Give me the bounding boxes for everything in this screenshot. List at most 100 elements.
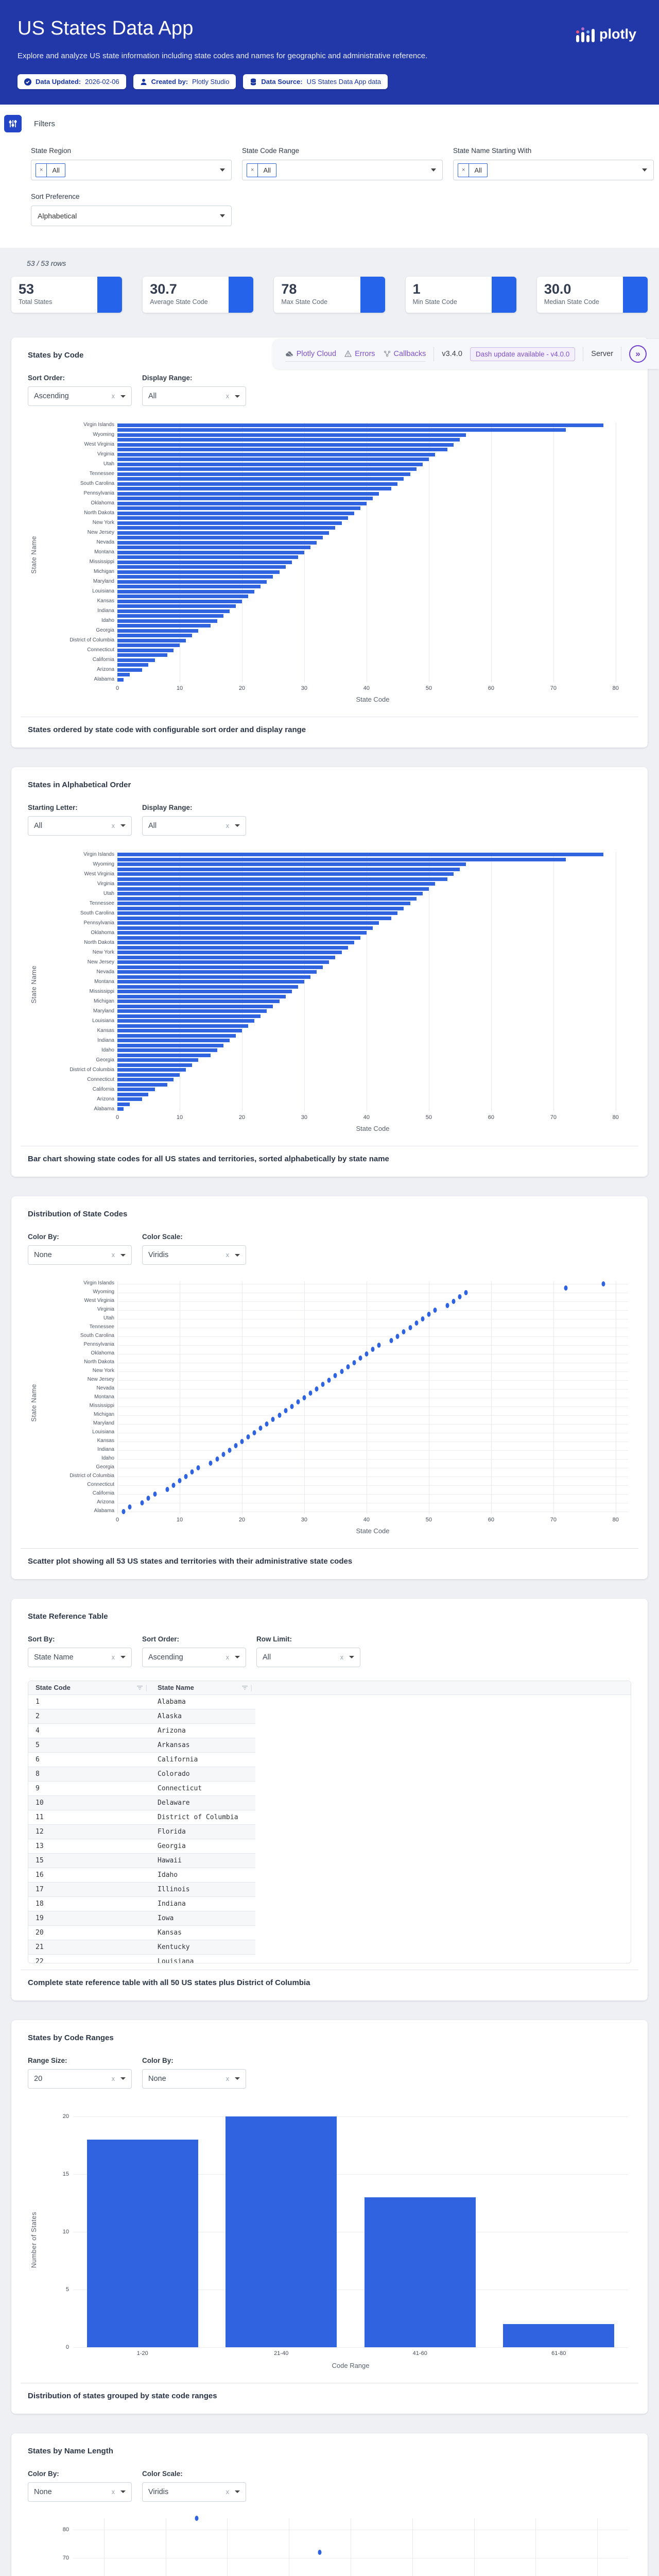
dropdown-sort-by[interactable]: State Name x <box>28 1647 132 1667</box>
chevron-down-icon[interactable] <box>120 2490 126 2494</box>
table-row[interactable]: 22 Louisiana <box>28 1954 255 1963</box>
clear-icon[interactable]: x <box>340 1653 343 1661</box>
clear-icon[interactable]: x <box>226 1653 229 1661</box>
clear-icon[interactable]: x <box>226 2488 229 2496</box>
clear-icon[interactable]: x <box>226 822 229 829</box>
bar <box>117 663 149 667</box>
toolbar-collapse-button[interactable]: » <box>629 345 647 363</box>
table-row[interactable]: 11 District of Columbia <box>28 1810 255 1825</box>
chevron-down-icon[interactable] <box>349 1656 354 1659</box>
chevron-down-icon[interactable] <box>120 1253 126 1257</box>
chip-remove-icon[interactable]: × <box>247 163 258 177</box>
states-by-code-chart[interactable]: State Name Virgin Islands Wyoming West Virg… <box>28 419 631 710</box>
table-row[interactable]: 21 Kentucky <box>28 1940 255 1955</box>
dropdown-color-by[interactable]: None x <box>142 2069 246 2089</box>
bar <box>117 1102 130 1106</box>
table-row[interactable]: 1 Alabama <box>28 1694 255 1709</box>
dropdown-color-by[interactable]: None x <box>28 2482 132 2502</box>
errors-button[interactable]: Errors <box>344 350 375 358</box>
scatter-point <box>308 1391 313 1396</box>
chevron-down-icon[interactable] <box>642 168 647 172</box>
column-header-state-name[interactable]: State Name | <box>158 1684 252 1692</box>
table-row[interactable]: 5 Arkansas <box>28 1738 255 1753</box>
chevron-down-icon[interactable] <box>220 168 225 172</box>
dropdown-starting-letter[interactable]: All x <box>28 816 132 836</box>
table-row[interactable]: 18 Indiana <box>28 1896 255 1911</box>
dropdown-sort-order[interactable]: Ascending x <box>142 1647 246 1667</box>
clear-icon[interactable]: x <box>226 393 229 400</box>
table-row[interactable]: 4 Arizona <box>28 1723 255 1738</box>
states-alphabetical-chart[interactable]: State Name Virgin Islands Wyoming West Virg… <box>28 849 631 1140</box>
clear-icon[interactable]: x <box>226 2075 229 2082</box>
clear-icon[interactable]: x <box>111 822 115 829</box>
dropdown-range-size[interactable]: 20 x <box>28 2069 132 2089</box>
chevron-down-icon[interactable] <box>235 1656 240 1659</box>
chip-remove-icon[interactable]: × <box>36 163 47 177</box>
bar <box>117 433 466 437</box>
clear-icon[interactable]: x <box>111 393 115 400</box>
column-header-state-code[interactable]: State Code | <box>36 1684 147 1692</box>
chevron-down-icon[interactable] <box>120 395 126 398</box>
table-row[interactable]: 13 Georgia <box>28 1839 255 1854</box>
table-row[interactable]: 6 California <box>28 1752 255 1767</box>
state-code-range-dropdown[interactable]: × All <box>242 160 443 181</box>
chevron-down-icon[interactable] <box>431 168 436 172</box>
clear-icon[interactable]: x <box>111 2075 115 2082</box>
chevron-down-icon[interactable] <box>220 214 225 218</box>
bar <box>117 423 603 427</box>
clear-icon[interactable]: x <box>111 2488 115 2496</box>
selected-chip: × All <box>247 163 276 177</box>
chevron-down-icon[interactable] <box>120 1656 126 1659</box>
bar-row <box>117 1004 628 1009</box>
code-ranges-chart[interactable]: Number of States 0 5 10 15 20 1-20 21-40 41-60 61… <box>28 2102 631 2377</box>
dropdown-color-scale[interactable]: Viridis x <box>142 1245 246 1265</box>
chevron-down-icon[interactable] <box>235 1253 240 1257</box>
dropdown-display-range[interactable]: All x <box>142 816 246 836</box>
dash-update-pill[interactable]: Dash update available - v4.0.0 <box>470 347 576 361</box>
callbacks-button[interactable]: Callbacks <box>384 350 426 358</box>
dropdown-color-scale[interactable]: Viridis x <box>142 2482 246 2502</box>
table-row[interactable]: 9 Connecticut <box>28 1781 255 1796</box>
chevron-down-icon[interactable] <box>235 824 240 827</box>
filter-funnel-icon[interactable] <box>241 1685 248 1690</box>
plotly-cloud-button[interactable]: Plotly Cloud <box>285 350 336 358</box>
code-distribution-chart[interactable]: State Name Virgin Islands Wyoming West Virg… <box>28 1278 631 1542</box>
state-region-dropdown[interactable]: × All <box>31 160 232 181</box>
dropdown-row-limit[interactable]: All x <box>256 1647 360 1667</box>
table-row[interactable]: 8 Colorado <box>28 1767 255 1782</box>
table-row[interactable]: 19 Iowa <box>28 1911 255 1926</box>
sort-preference-dropdown[interactable]: Alphabetical <box>31 206 232 227</box>
bar-row <box>117 989 628 994</box>
table-body[interactable]: 1 Alabama 2 Alaska 4 Arizona 5 Arkansas 6 Califor… <box>28 1694 631 1963</box>
table-row[interactable]: 10 Delaware <box>28 1795 255 1810</box>
dropdown-sort-order[interactable]: Ascending x <box>28 386 132 406</box>
table-row[interactable]: 12 Florida <box>28 1824 255 1839</box>
table-row[interactable]: 17 Illinois <box>28 1882 255 1897</box>
filter-funnel-icon[interactable] <box>136 1685 143 1690</box>
clear-icon[interactable]: x <box>111 1653 115 1661</box>
filters-icon[interactable] <box>4 115 22 133</box>
bar <box>117 951 342 954</box>
table-row[interactable]: 2 Alaska <box>28 1709 255 1724</box>
control-group: Sort By: State Name x <box>28 1635 132 1667</box>
scatter-point <box>408 1325 412 1330</box>
table-row[interactable]: 16 Idaho <box>28 1868 255 1883</box>
table-row[interactable]: 15 Hawaii <box>28 1853 255 1868</box>
chevron-down-icon[interactable] <box>120 824 126 827</box>
dropdown-color-by[interactable]: None x <box>28 1245 132 1265</box>
chip-remove-icon[interactable]: × <box>458 163 470 177</box>
table-row[interactable]: 20 Kansas <box>28 1925 255 1940</box>
clear-icon[interactable]: x <box>111 1251 115 1259</box>
chevron-down-icon[interactable] <box>235 395 240 398</box>
control-group: Color By: None x <box>142 2057 246 2089</box>
control-group: Color Scale: Viridis x <box>142 2470 246 2502</box>
y-tick-label: Nevada <box>96 539 114 546</box>
chevron-down-icon[interactable] <box>235 2490 240 2494</box>
chevron-down-icon[interactable] <box>120 2077 126 2080</box>
name-length-chart[interactable]: State Code010203040506070804681012141618… <box>28 2515 631 2576</box>
chevron-down-icon[interactable] <box>235 2077 240 2080</box>
cell-state-name: Florida <box>158 1827 186 1836</box>
dropdown-display-range[interactable]: All x <box>142 386 246 406</box>
state-name-starting-dropdown[interactable]: × All <box>453 160 654 181</box>
clear-icon[interactable]: x <box>226 1251 229 1259</box>
